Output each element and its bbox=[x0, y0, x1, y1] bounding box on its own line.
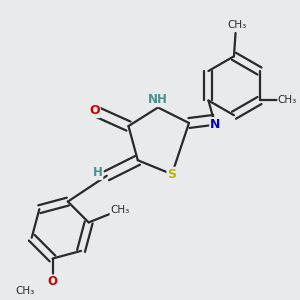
Text: CH₃: CH₃ bbox=[227, 20, 247, 30]
Text: NH: NH bbox=[148, 93, 168, 106]
Text: CH₃: CH₃ bbox=[278, 95, 297, 106]
Text: CH₃: CH₃ bbox=[15, 286, 34, 296]
Text: O: O bbox=[48, 275, 58, 288]
Text: S: S bbox=[167, 168, 176, 181]
Text: O: O bbox=[89, 104, 100, 117]
Text: CH₃: CH₃ bbox=[110, 205, 129, 215]
Text: N: N bbox=[210, 118, 220, 131]
Text: H: H bbox=[92, 166, 102, 179]
